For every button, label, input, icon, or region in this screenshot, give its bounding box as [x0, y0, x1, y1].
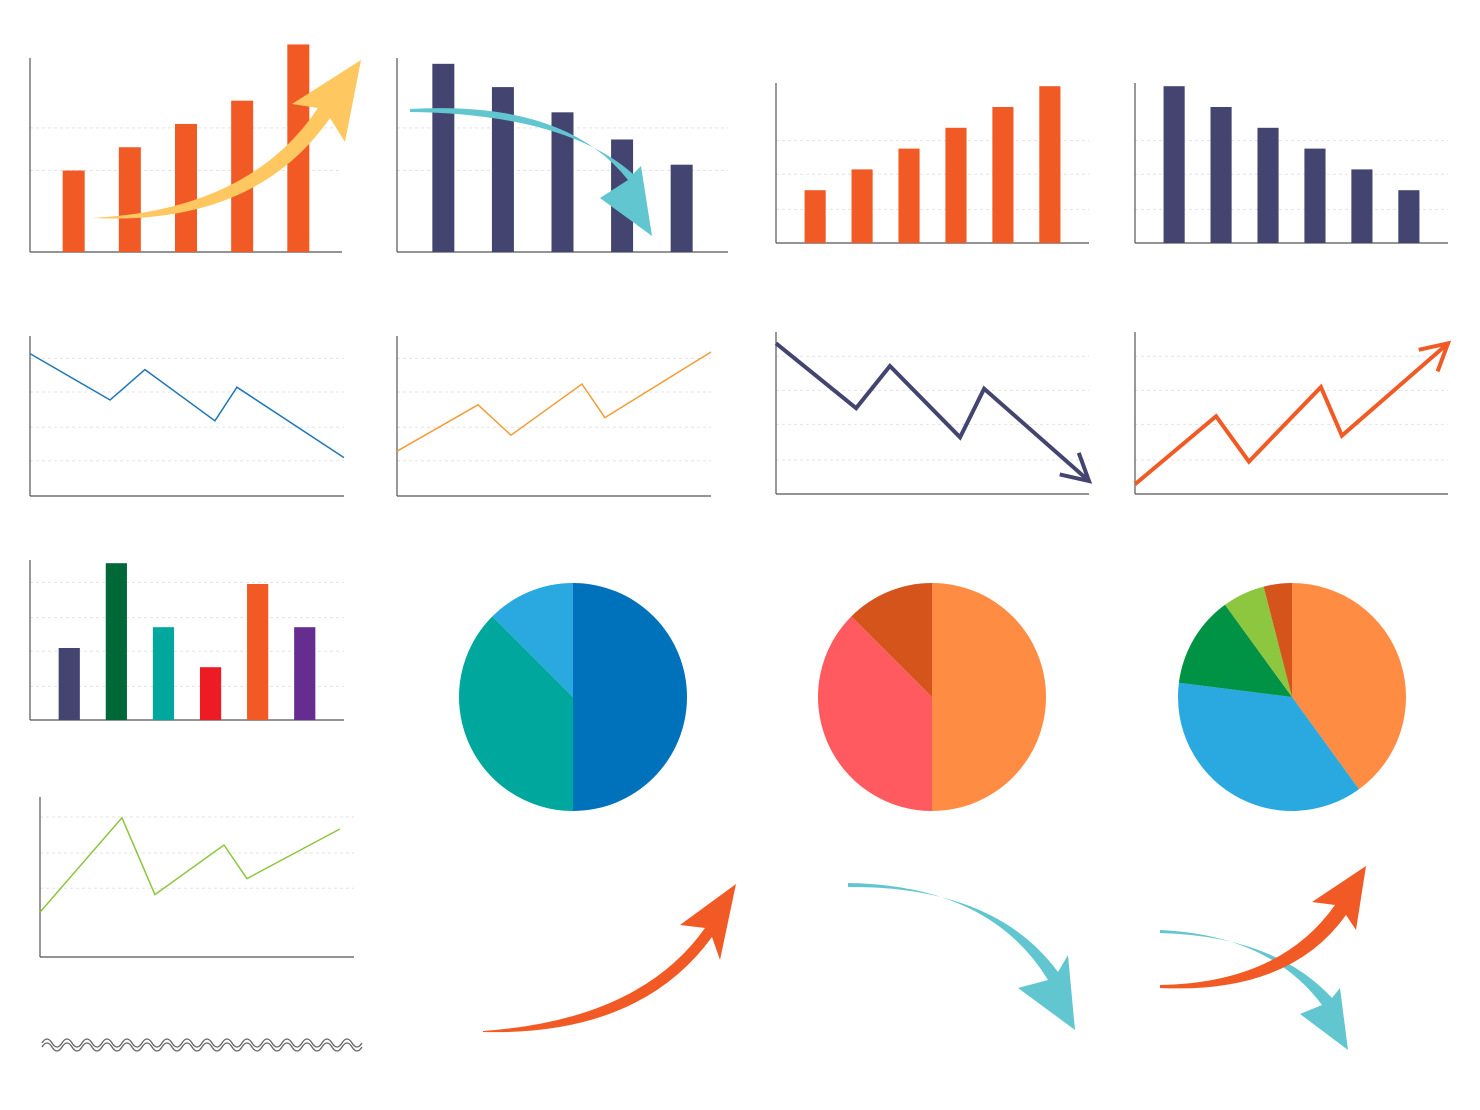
pie-slice [1292, 583, 1407, 790]
bar [1257, 127, 1279, 243]
falling-arrow [848, 883, 1075, 1030]
arrowhead [1418, 340, 1452, 373]
line [396, 351, 712, 452]
pie-slice [459, 616, 573, 811]
pie-slice [1178, 604, 1292, 697]
line [774, 341, 1091, 483]
bar [1304, 148, 1326, 243]
bar [231, 100, 254, 253]
pie-slice [932, 583, 1046, 811]
bar [118, 147, 141, 252]
bar [898, 148, 920, 243]
bar [1163, 86, 1185, 243]
bar [1398, 190, 1420, 243]
pie-slice [818, 616, 932, 811]
bar [62, 170, 85, 252]
bar [945, 127, 967, 243]
bar [1210, 107, 1232, 243]
bar [1039, 86, 1061, 243]
bar [851, 169, 873, 243]
decorations [41, 60, 1366, 1052]
pie-slice [573, 583, 687, 811]
bar [992, 107, 1014, 243]
line [1133, 341, 1450, 486]
bar [551, 112, 574, 252]
pie-slice [1224, 586, 1292, 697]
bar [175, 123, 197, 253]
line [29, 352, 345, 459]
bar [491, 87, 514, 252]
bar [804, 190, 826, 243]
wavy-line [41, 1042, 363, 1052]
pie-slice [851, 583, 932, 697]
rising-arrow [1160, 866, 1366, 989]
bar [152, 627, 175, 720]
bar [58, 648, 80, 720]
line [39, 816, 341, 913]
bar [247, 584, 269, 720]
pie-slice [1178, 682, 1360, 811]
bar [432, 63, 455, 252]
falling-arrow [1160, 930, 1348, 1050]
arrowhead [1059, 452, 1093, 484]
bar [294, 627, 316, 720]
charts [29, 44, 1452, 958]
rising-arrow [92, 60, 361, 219]
pie-slice [492, 583, 573, 697]
wavy-line [41, 1038, 363, 1048]
bar [199, 667, 222, 720]
pie-slice [1263, 583, 1292, 697]
bar [105, 563, 127, 720]
bar [1351, 169, 1373, 243]
bar [670, 164, 693, 252]
rising-arrow [483, 884, 736, 1033]
